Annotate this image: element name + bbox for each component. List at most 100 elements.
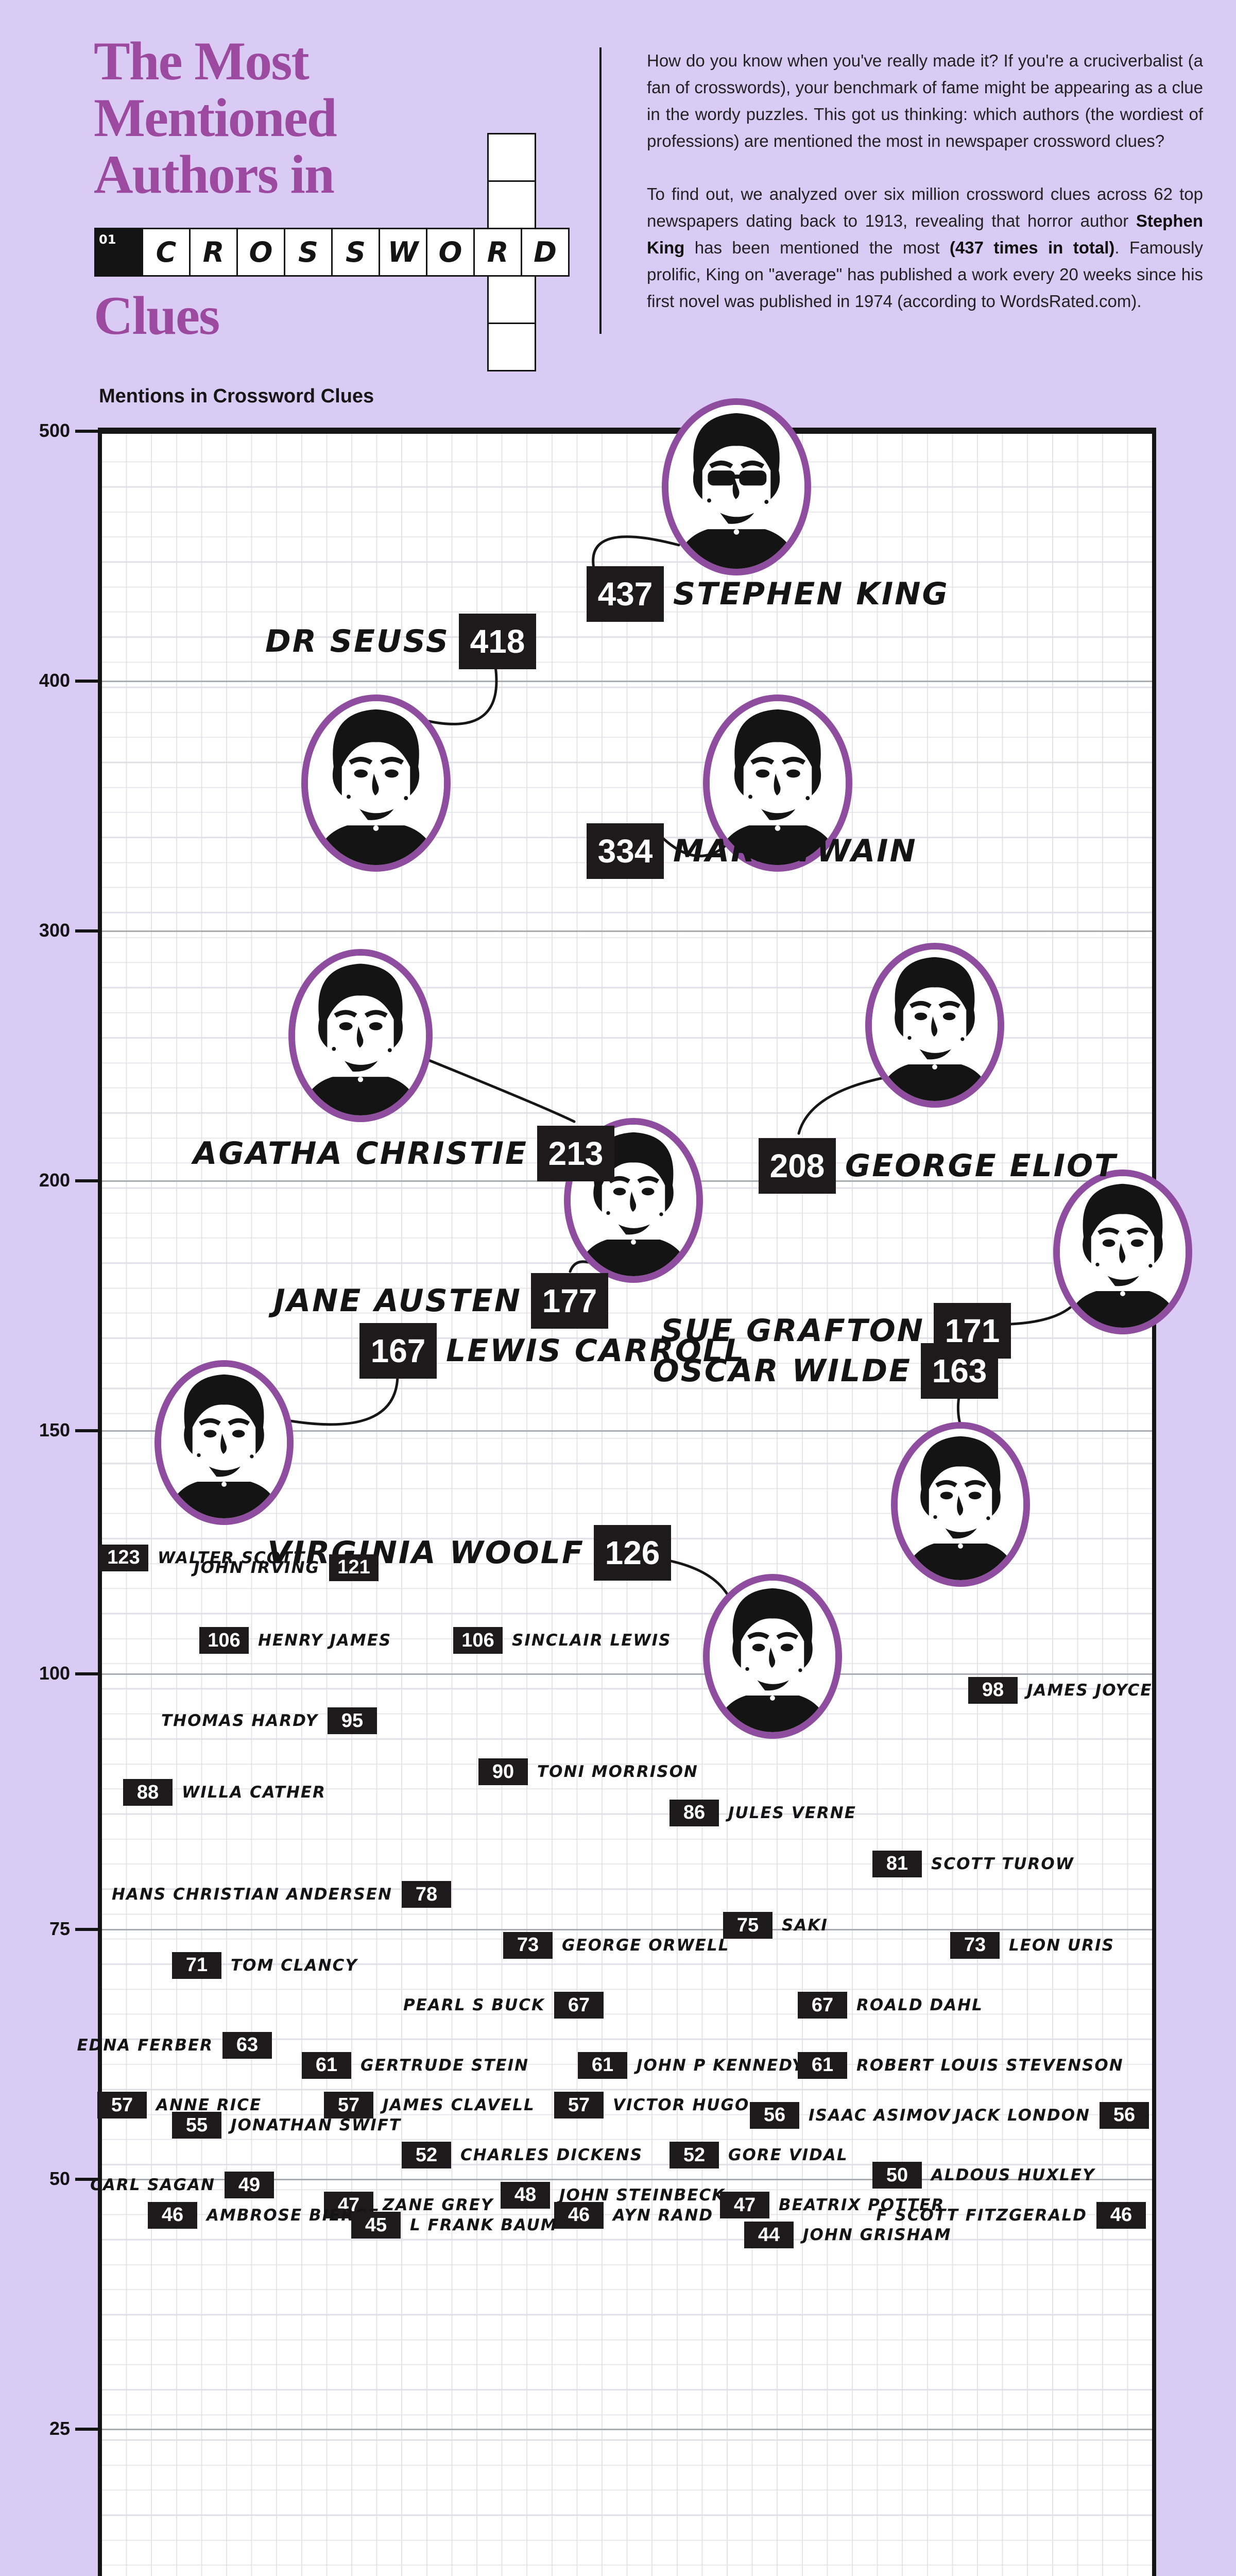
portrait-art xyxy=(668,405,804,569)
value-box-jules-verne: 86 xyxy=(670,1799,719,1826)
author-name-charles-dickens: Charles Dickens xyxy=(460,2146,643,2165)
author-name-jonathan-swift: Jonathan Swift xyxy=(231,2116,402,2134)
value-box-jane-austen: 177 xyxy=(531,1273,608,1329)
title-line: Authors in xyxy=(94,144,335,205)
author-name-gore-vidal: Gore Vidal xyxy=(728,2146,848,2165)
crossword-clue-number-cell: 01 xyxy=(94,228,143,277)
intro-paragraph: To find out, we analyzed over six millio… xyxy=(647,184,1204,311)
crossword-letter-cell: S xyxy=(331,228,380,277)
value-box-john-irving: 121 xyxy=(329,1554,379,1581)
portrait-art xyxy=(1060,1176,1186,1328)
portrait-art xyxy=(295,956,426,1115)
portrait-stephen-king xyxy=(662,398,811,575)
axis-tick-label: 150 xyxy=(39,1419,70,1440)
author-name-james-clavell: James Clavell xyxy=(383,2096,535,2115)
value-box-isaac-asimov: 56 xyxy=(750,2102,799,2129)
value-box-charles-dickens: 52 xyxy=(402,2142,451,2169)
author-name-jules-verne: Jules Verne xyxy=(728,1803,856,1822)
gridline-major xyxy=(102,681,1152,682)
author-name-toni-morrison: Toni Morrison xyxy=(537,1762,698,1782)
axis-tick xyxy=(75,1672,100,1675)
crossword-column-cell xyxy=(487,180,536,229)
author-name-edna-ferber: Edna Ferber xyxy=(77,2036,213,2055)
axis-tick xyxy=(75,1429,100,1432)
author-name-mark-twain: Mark Twain xyxy=(673,833,917,870)
portrait-art xyxy=(898,1429,1023,1580)
value-box-scott-turow: 81 xyxy=(872,1850,922,1877)
value-box-virginia-woolf: 126 xyxy=(594,1524,671,1581)
author-name-sinclair-lewis: Sinclair Lewis xyxy=(512,1631,672,1650)
value-box-pearl-s-buck: 67 xyxy=(554,1992,604,2019)
portrait-lewis-carroll xyxy=(154,1360,294,1525)
author-name-ambrose-bierce: Ambrose Bierce xyxy=(207,2206,380,2225)
value-box-robert-louis-stevenson: 61 xyxy=(798,2052,847,2079)
value-box-john-grisham: 44 xyxy=(744,2222,794,2249)
author-name-victor-hugo: Victor Hugo xyxy=(613,2096,750,2115)
value-box-henry-james: 106 xyxy=(199,1627,249,1654)
author-name-ayn-rand: Ayn Rand xyxy=(613,2206,714,2225)
author-name-sue-grafton: Sue Grafton xyxy=(661,1313,924,1349)
value-box-aldous-huxley: 50 xyxy=(872,2162,922,2189)
crossword-row: 01 C R O S S W O R D xyxy=(94,228,570,277)
axis-tick-label: 100 xyxy=(39,1663,70,1684)
value-box-hans-christian-andersen: 78 xyxy=(402,1881,451,1908)
value-box-carl-sagan: 49 xyxy=(225,2172,274,2199)
value-box-jonathan-swift: 55 xyxy=(172,2112,221,2139)
value-box-agatha-christie: 213 xyxy=(537,1125,614,1181)
value-box-edna-ferber: 63 xyxy=(222,2031,272,2059)
author-name-stephen-king: Stephen King xyxy=(673,575,949,612)
author-name-jack-london: Jack London xyxy=(954,2106,1090,2125)
author-name-john-irving: John Irving xyxy=(194,1558,320,1577)
axis-tick-label: 50 xyxy=(49,2168,70,2189)
crossword-letter-cell: O xyxy=(426,228,475,277)
axis-tick-label: 200 xyxy=(39,1170,70,1191)
author-name-zane-grey: Zane Grey xyxy=(383,2196,494,2215)
title-line: Mentioned xyxy=(94,88,337,148)
crossword-letter-cell: R xyxy=(473,228,522,277)
crossword-column-cell xyxy=(487,275,536,324)
value-box-gore-vidal: 52 xyxy=(670,2142,719,2169)
portrait-virginia-woolf xyxy=(703,1574,842,1739)
value-box-dr-seuss: 418 xyxy=(459,613,536,669)
gridline-major xyxy=(102,930,1152,932)
gridline-major xyxy=(102,1430,1152,1432)
author-name-l-frank-baum: L Frank Baum xyxy=(410,2216,558,2234)
axis-tick xyxy=(75,680,100,683)
author-name-walter-scott: Walter Scott xyxy=(158,1548,306,1567)
value-box-toni-morrison: 90 xyxy=(478,1758,528,1786)
value-box-f-scott-fitzgerald: 46 xyxy=(1096,2201,1146,2229)
author-name-jane-austen: Jane Austen xyxy=(273,1283,522,1319)
axis-tick-label: 500 xyxy=(39,420,70,441)
axis-tick xyxy=(75,1928,100,1931)
crossword-column-cell xyxy=(487,323,536,371)
crossword-letter-cell: C xyxy=(142,228,191,277)
author-name-aldous-huxley: Aldous Huxley xyxy=(931,2166,1095,2184)
author-name-thomas-hardy: Thomas Hardy xyxy=(161,1711,318,1731)
author-name-saki: Saki xyxy=(782,1916,828,1935)
value-box-zane-grey: 47 xyxy=(324,2192,373,2219)
crossword-letter-cell: O xyxy=(236,228,285,277)
portrait-agatha-christie xyxy=(288,949,433,1122)
gridline-major xyxy=(102,2179,1152,2180)
page-title: The Most Mentioned Authors in xyxy=(94,31,337,205)
gridline-major xyxy=(102,1929,1152,1930)
header-divider xyxy=(599,47,602,334)
value-box-willa-cather: 88 xyxy=(123,1779,173,1806)
author-name-oscar-wilde: Oscar Wilde xyxy=(653,1352,912,1389)
author-name-henry-james: Henry James xyxy=(258,1631,392,1650)
axis-tick-label: 400 xyxy=(39,670,70,691)
value-box-walter-scott: 123 xyxy=(99,1544,148,1571)
title-line: The Most xyxy=(94,31,310,91)
value-box-ambrose-bierce: 46 xyxy=(148,2201,197,2229)
author-name-george-eliot: George Eliot xyxy=(845,1148,1118,1184)
author-name-leon-uris: Leon Uris xyxy=(1009,1936,1114,1955)
portrait-art xyxy=(308,701,444,865)
value-box-george-eliot: 208 xyxy=(759,1138,836,1194)
value-box-roald-dahl: 67 xyxy=(798,1992,847,2019)
author-name-isaac-asimov: Isaac Asimov xyxy=(809,2106,951,2125)
value-box-john-p-kennedy: 61 xyxy=(578,2052,627,2079)
portrait-art xyxy=(161,1367,287,1518)
value-box-oscar-wilde: 163 xyxy=(921,1343,998,1399)
value-box-thomas-hardy: 95 xyxy=(328,1707,377,1735)
